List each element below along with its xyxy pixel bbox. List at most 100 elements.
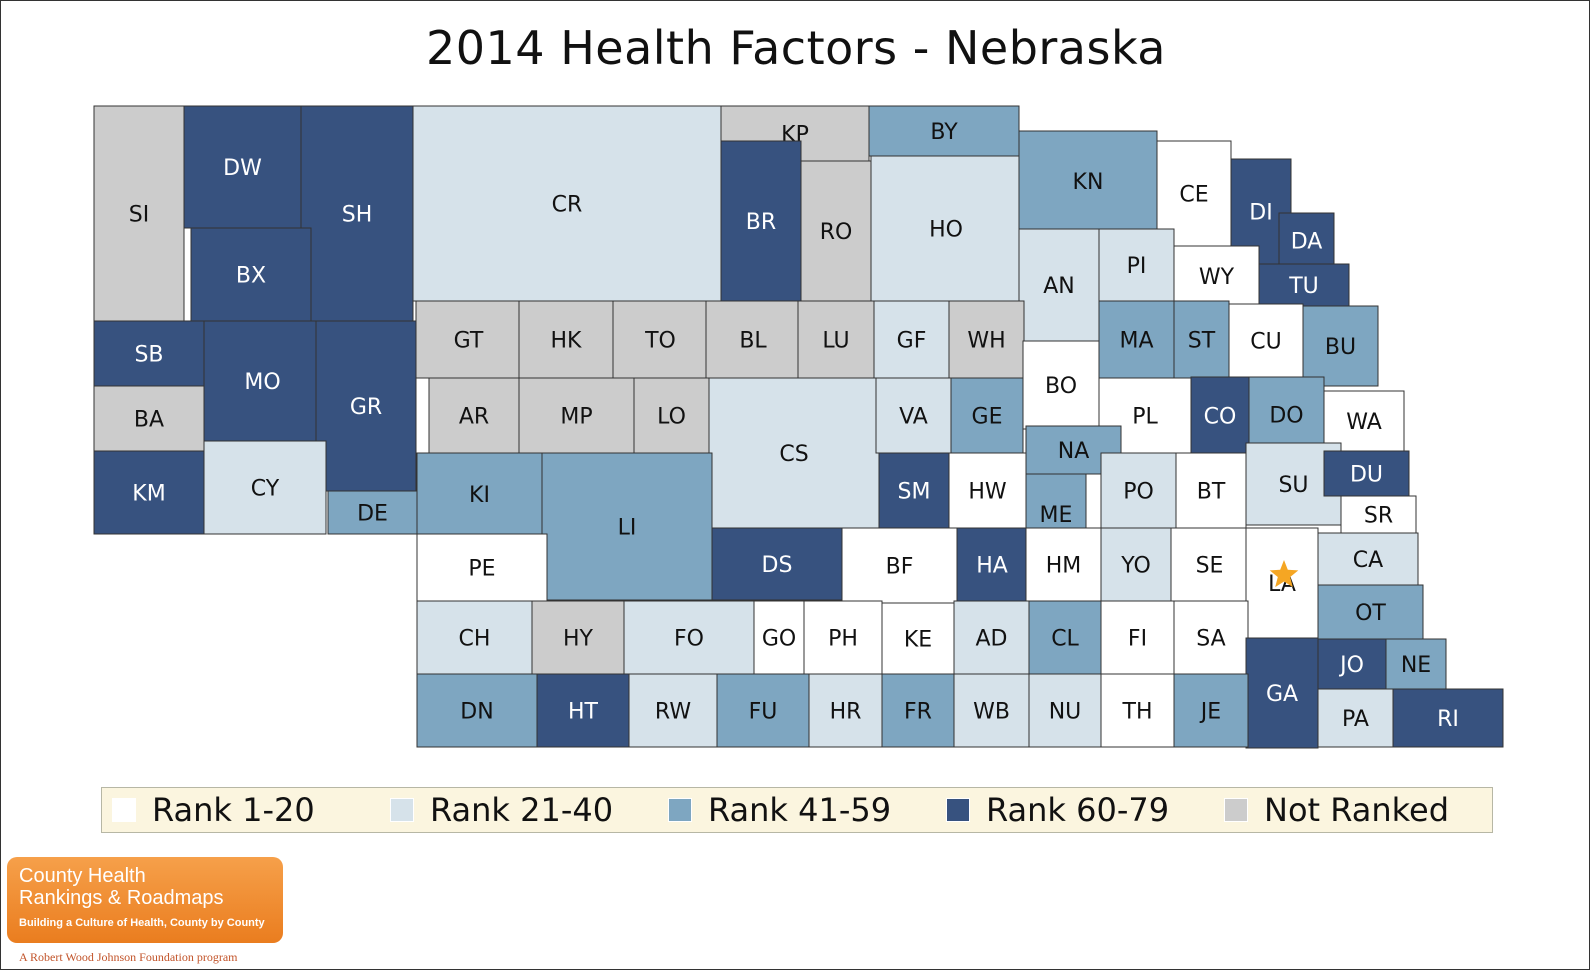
county-ca: CA	[1317, 532, 1419, 586]
county-label: CO	[1204, 405, 1237, 430]
county-label: CS	[779, 442, 808, 467]
county-hk: HK	[518, 300, 614, 379]
county-shape	[628, 673, 718, 748]
county-label: HO	[929, 218, 963, 243]
county-label: LU	[822, 329, 849, 354]
county-shape	[518, 300, 614, 379]
county-lu: LU	[797, 300, 875, 379]
county-shape	[518, 377, 635, 454]
county-shape	[315, 320, 417, 492]
county-label: HY	[563, 627, 594, 652]
county-label: CA	[1353, 548, 1383, 573]
county-shape	[93, 105, 185, 322]
county-label: HW	[968, 480, 1007, 505]
county-label: CR	[552, 193, 583, 218]
county-label: DW	[223, 156, 262, 181]
county-label: KI	[469, 483, 490, 508]
county-shape	[1018, 130, 1158, 232]
county-label: GF	[897, 329, 927, 354]
county-shape	[953, 673, 1030, 748]
legend-item-rank-1-20: Rank 1-20	[102, 791, 380, 829]
county-shape	[1100, 600, 1175, 675]
county-label: WY	[1199, 265, 1235, 290]
county-si: SI	[93, 105, 185, 322]
county-label: CY	[251, 477, 280, 502]
county-ad: AD	[953, 600, 1030, 675]
county-label: DI	[1249, 201, 1272, 226]
county-shape	[531, 600, 625, 675]
legend-swatch	[390, 798, 414, 822]
county-shape	[536, 673, 630, 748]
county-shape	[1173, 600, 1249, 675]
county-shape	[708, 377, 880, 529]
county-shape	[878, 452, 950, 529]
legend-label: Rank 41-59	[708, 791, 892, 829]
county-shape	[1018, 228, 1100, 342]
county-fo: FO	[623, 600, 755, 675]
county-shape	[1022, 340, 1100, 430]
county-rw: RW	[628, 673, 718, 748]
county-shape	[300, 105, 414, 322]
county-dw: DW	[183, 105, 302, 229]
county-label: AR	[459, 405, 489, 430]
county-label: MA	[1119, 329, 1153, 354]
county-hw: HW	[948, 452, 1027, 529]
county-pa: PA	[1317, 688, 1394, 748]
legend-item-not-ranked: Not Ranked	[1214, 791, 1492, 829]
county-shape	[881, 673, 955, 748]
county-label: HK	[551, 329, 583, 354]
county-shape	[1098, 228, 1175, 302]
county-du: DU	[1323, 450, 1410, 497]
county-ki: KI	[416, 452, 543, 536]
county-label: TO	[644, 329, 676, 354]
county-label: BO	[1045, 374, 1077, 399]
county-shape	[950, 377, 1024, 454]
county-label: FI	[1128, 627, 1147, 652]
county-label: JO	[1338, 653, 1364, 678]
county-bt: BT	[1175, 452, 1247, 529]
county-label: NE	[1401, 653, 1431, 678]
legend-swatch	[112, 798, 136, 822]
county-label: TH	[1122, 700, 1153, 725]
county-label: SE	[1196, 554, 1224, 579]
county-lo: LO	[633, 377, 710, 454]
county-label: PI	[1127, 254, 1147, 279]
county-ar: AR	[428, 377, 520, 454]
county-shape	[1317, 638, 1387, 690]
county-gt: GT	[415, 300, 522, 379]
county-label: YO	[1120, 554, 1151, 579]
county-shape	[1173, 245, 1260, 307]
county-shape	[416, 673, 538, 748]
county-label: GT	[454, 329, 484, 354]
county-sr: SR	[1340, 495, 1417, 534]
county-shape	[1028, 600, 1102, 675]
county-label: RI	[1437, 707, 1459, 732]
county-label: KM	[132, 482, 165, 507]
county-label: OT	[1355, 601, 1386, 626]
county-va: VA	[875, 377, 952, 454]
county-kn: KN	[1018, 130, 1158, 232]
county-shape	[93, 320, 205, 387]
county-label: NU	[1049, 700, 1082, 725]
county-shape	[203, 320, 322, 442]
county-label: FR	[904, 700, 932, 725]
county-label: RO	[820, 220, 853, 245]
county-shape	[1175, 452, 1247, 529]
county-km: KM	[93, 450, 205, 535]
county-hy: HY	[531, 600, 625, 675]
county-label: HA	[976, 554, 1008, 579]
county-ne: NE	[1385, 638, 1447, 690]
county-shape	[1385, 638, 1447, 690]
county-label: SH	[342, 203, 373, 228]
county-ht: HT	[536, 673, 630, 748]
county-cs: CS	[708, 377, 880, 529]
county-shape	[803, 600, 883, 675]
county-label: PA	[1342, 707, 1369, 732]
county-label: BR	[746, 210, 776, 235]
county-label: SU	[1278, 473, 1308, 498]
county-shape	[1228, 303, 1304, 378]
county-label: LI	[618, 516, 637, 541]
county-shape	[1340, 495, 1417, 534]
county-label: WB	[973, 700, 1010, 725]
